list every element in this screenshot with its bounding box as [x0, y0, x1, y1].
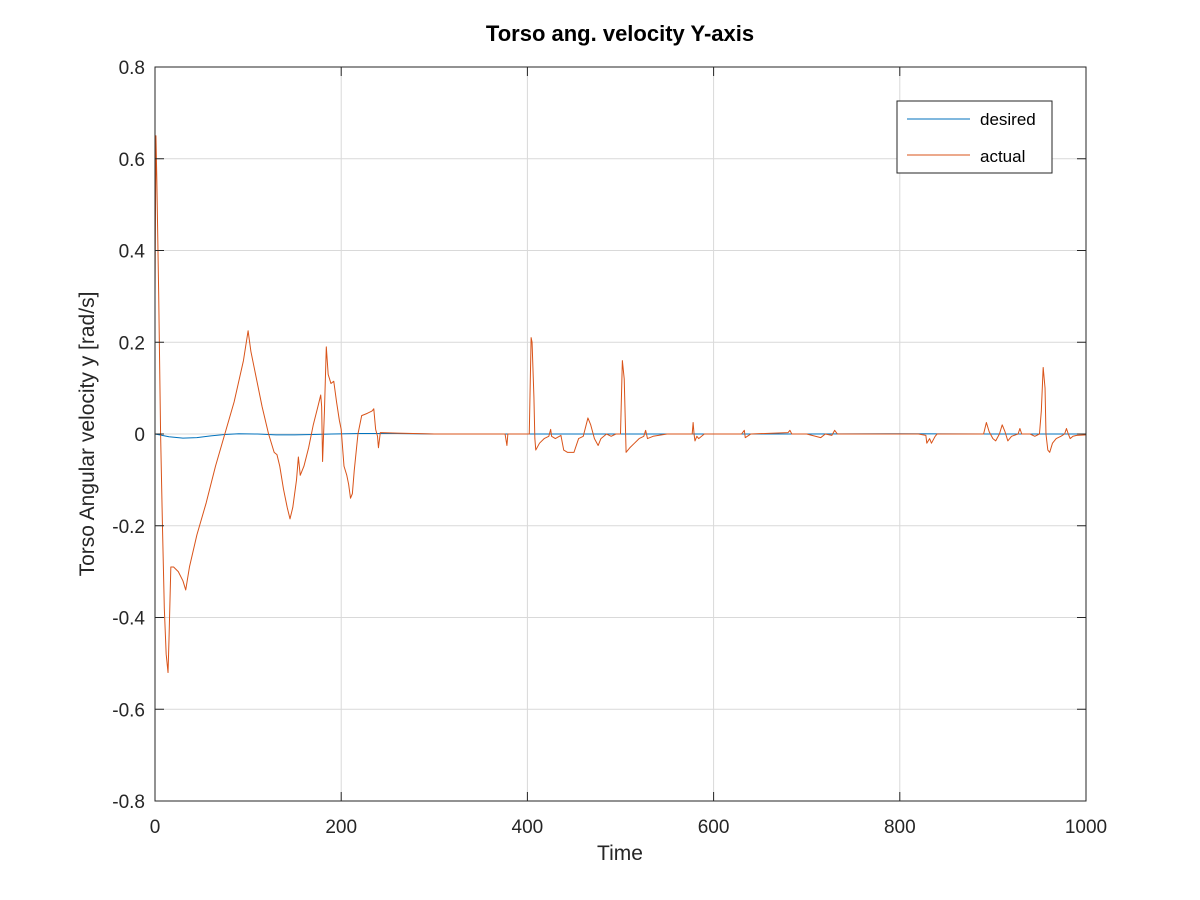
- x-tick-label: 600: [698, 817, 730, 838]
- x-tick-label: 800: [884, 817, 916, 838]
- series-group: [154, 135, 1087, 674]
- y-tick-label: 0.8: [119, 58, 145, 79]
- series-line-actual: [154, 135, 1087, 674]
- y-tick-label: -0.6: [112, 700, 145, 721]
- x-tick-label: 1000: [1065, 817, 1107, 838]
- y-tick-label: 0.2: [119, 333, 145, 354]
- y-tick-label: -0.2: [112, 517, 145, 538]
- legend: desired actual: [896, 100, 1053, 174]
- y-tick-label: 0.6: [119, 150, 145, 171]
- legend-box: [896, 100, 1053, 174]
- x-tick-label: 200: [325, 817, 357, 838]
- x-tick-label: 0: [150, 817, 161, 838]
- legend-label-actual: actual: [980, 147, 1025, 166]
- chart-title: Torso ang. velocity Y-axis: [486, 21, 754, 46]
- y-tick-label: -0.4: [112, 609, 145, 630]
- legend-label-desired: desired: [980, 110, 1036, 129]
- y-tick-label: -0.8: [112, 792, 145, 813]
- y-axis-label: Torso Angular velocity y [rad/s]: [76, 292, 99, 577]
- y-tick-label: 0: [134, 425, 145, 446]
- x-axis-label: Time: [597, 842, 643, 865]
- y-tick-label: 0.4: [119, 242, 146, 263]
- x-tick-label: 400: [512, 817, 544, 838]
- ticks: 0 200 400 600 800 1000 -0.8 -0.6 -0.4 -0.2 0 0.2 0.4…: [112, 58, 1107, 838]
